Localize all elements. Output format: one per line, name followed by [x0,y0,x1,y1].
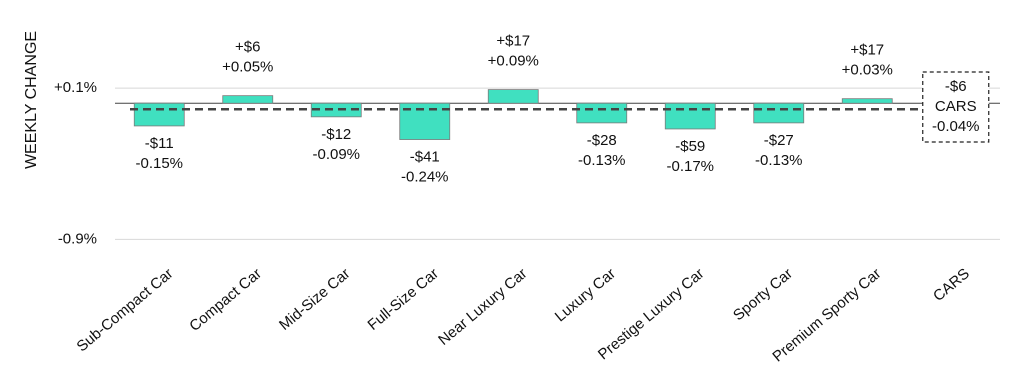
dollar-label: -$12 [321,126,351,143]
bar [841,98,893,104]
value-label: -0.09% [312,146,360,163]
dollar-label: -$41 [410,149,440,166]
value-label: +0.03% [842,62,893,79]
bar [487,89,539,104]
x-tick-label: Sub-Compact Car [73,265,176,355]
x-tick-label: Luxury Car [552,265,619,325]
average-name: CARS [935,98,977,115]
dollar-label: -$59 [675,138,705,155]
bar [133,102,185,127]
y-axis-title: WEEKLY CHANGE [23,31,40,169]
bar [753,102,805,124]
y-tick-label: -0.9% [58,230,97,247]
bar [222,95,274,104]
y-tick-label: +0.1% [54,79,97,96]
dollar-label: +$6 [235,39,260,56]
bar [664,102,716,130]
x-tick-label: Compact Car [186,265,265,335]
x-tick-label: Sporty Car [730,265,796,324]
value-label: -0.13% [755,152,803,169]
x-tick-label: CARS [930,265,973,305]
value-label: -0.17% [666,158,714,175]
x-tick-label: Mid-Size Car [276,265,353,334]
value-label: -0.13% [578,152,626,169]
average-dollar: -$6 [945,78,967,95]
dollar-label: -$27 [764,132,794,149]
dollar-label: +$17 [496,33,530,50]
dollar-label: -$11 [145,135,174,152]
value-label: +0.09% [488,53,539,70]
value-label: -0.24% [401,169,449,186]
x-tick-label: Full-Size Car [365,265,442,334]
dollar-label: -$28 [587,132,617,149]
average-box [922,71,990,143]
bar [310,102,362,118]
average-value: -0.04% [932,118,980,135]
x-tick-label: Near Luxury Car [435,265,530,349]
bar [576,102,628,124]
dollar-label: +$17 [850,42,884,59]
value-label: -0.15% [135,155,183,172]
value-label: +0.05% [222,59,273,76]
